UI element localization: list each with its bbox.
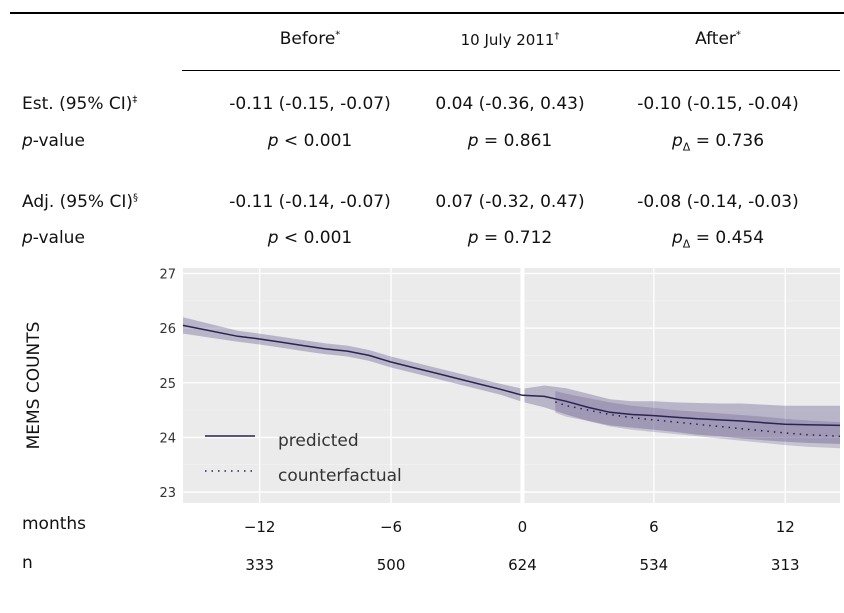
header-before-label: Before: [279, 29, 336, 49]
header-date: 10 July 2011†: [461, 31, 560, 49]
adj-date: 0.07 (-0.32, 0.47): [435, 192, 585, 212]
predicted-line: [182, 324, 841, 427]
est-p-after: pΔ = 0.736: [672, 131, 764, 153]
est-label-mark: ‡: [132, 94, 138, 106]
header-after-mark: *: [735, 29, 741, 41]
x-tick-label: −6: [379, 518, 403, 536]
adj-p-date-rest: = 0.712: [478, 228, 553, 248]
adj-p-before-rest: < 0.001: [278, 228, 353, 248]
legend-predicted-label: predicted: [278, 431, 359, 451]
legend: predicted counterfactual: [205, 431, 402, 486]
n-value: 534: [639, 556, 669, 574]
est-p-after-rest: = 0.736: [690, 131, 765, 151]
n-value: 500: [376, 556, 406, 574]
x-tick-label: 12: [775, 518, 795, 536]
adj-label-text: Adj. (95% CI): [22, 192, 133, 212]
adj-p-after-italic: p: [671, 228, 683, 248]
n-value: 333: [245, 556, 274, 574]
est-before: -0.11 (-0.15, -0.07): [229, 94, 391, 114]
y-tick-label: 27: [159, 267, 176, 282]
est-p-before-rest: < 0.001: [278, 131, 353, 151]
est-pvalue-label-rest: -value: [32, 131, 85, 151]
header-after: After*: [695, 29, 741, 49]
series-lines: [182, 324, 841, 438]
adj-pvalue-label-rest: -value: [32, 228, 85, 248]
header-underline-rule: [182, 70, 840, 71]
x-tick-label: 0: [517, 518, 528, 536]
adj-after: -0.08 (-0.14, -0.03): [637, 192, 799, 212]
counterfactual-line: [555, 401, 841, 438]
est-after: -0.10 (-0.15, -0.04): [637, 94, 799, 114]
legend-counterfactual-label: counterfactual: [278, 466, 402, 486]
plot-background: [183, 268, 840, 503]
n-label: n: [22, 553, 33, 573]
est-pvalue-label: p-value: [22, 131, 85, 151]
x-tick-label: −12: [243, 518, 276, 536]
adj-before: -0.11 (-0.14, -0.07): [229, 192, 391, 212]
adj-p-before-italic: p: [267, 228, 279, 248]
adj-pvalue-label-italic: p: [22, 228, 33, 248]
header-date-label: 10 July 2011: [460, 31, 555, 49]
n-value: 313: [770, 556, 800, 574]
predicted-ci-band: [183, 317, 840, 444]
adj-pvalue-label: p-value: [22, 228, 85, 248]
est-p-before-italic: p: [267, 131, 279, 151]
est-pvalue-label-italic: p: [22, 131, 33, 151]
est-p-date-rest: = 0.861: [478, 131, 553, 151]
est-label-text: Est. (95% CI): [22, 94, 133, 114]
adj-row-label: Adj. (95% CI)§: [22, 192, 138, 212]
est-date: 0.04 (-0.36, 0.43): [435, 94, 585, 114]
y-tick-label: 24: [159, 431, 176, 446]
adj-p-before: p < 0.001: [268, 228, 353, 248]
y-tick-label: 23: [159, 486, 176, 501]
y-tick-labels: 23 24 25 26 27: [159, 267, 176, 501]
adj-p-after-rest: = 0.454: [690, 228, 765, 248]
est-p-after-italic: p: [671, 131, 683, 151]
adj-p-date-italic: p: [467, 228, 479, 248]
est-p-date-italic: p: [467, 131, 479, 151]
header-before-mark: *: [335, 29, 341, 41]
est-p-date: p = 0.861: [468, 131, 553, 151]
table-top-rule: [10, 12, 844, 14]
grid-layer: [183, 268, 840, 503]
est-p-after-sub: Δ: [682, 140, 691, 154]
adj-p-date: p = 0.712: [468, 228, 553, 248]
y-axis-label: MEMS COUNTS: [24, 322, 44, 450]
header-date-mark: †: [554, 31, 560, 42]
confidence-bands: [183, 317, 840, 449]
adj-label-mark: §: [133, 192, 138, 204]
y-tick-label: 26: [159, 322, 176, 337]
n-value: 624: [508, 556, 537, 574]
y-tick-label: 25: [159, 377, 176, 392]
est-p-before: p < 0.001: [268, 131, 353, 151]
adj-p-after: pΔ = 0.454: [672, 228, 764, 250]
counterfactual-ci-band: [555, 391, 840, 449]
header-before: Before*: [280, 29, 341, 49]
x-axis-label: months: [22, 514, 87, 534]
adj-p-after-sub: Δ: [682, 237, 691, 251]
header-after-label: After: [695, 29, 736, 49]
est-row-label: Est. (95% CI)‡: [22, 94, 137, 114]
x-tick-label: 6: [649, 518, 659, 536]
